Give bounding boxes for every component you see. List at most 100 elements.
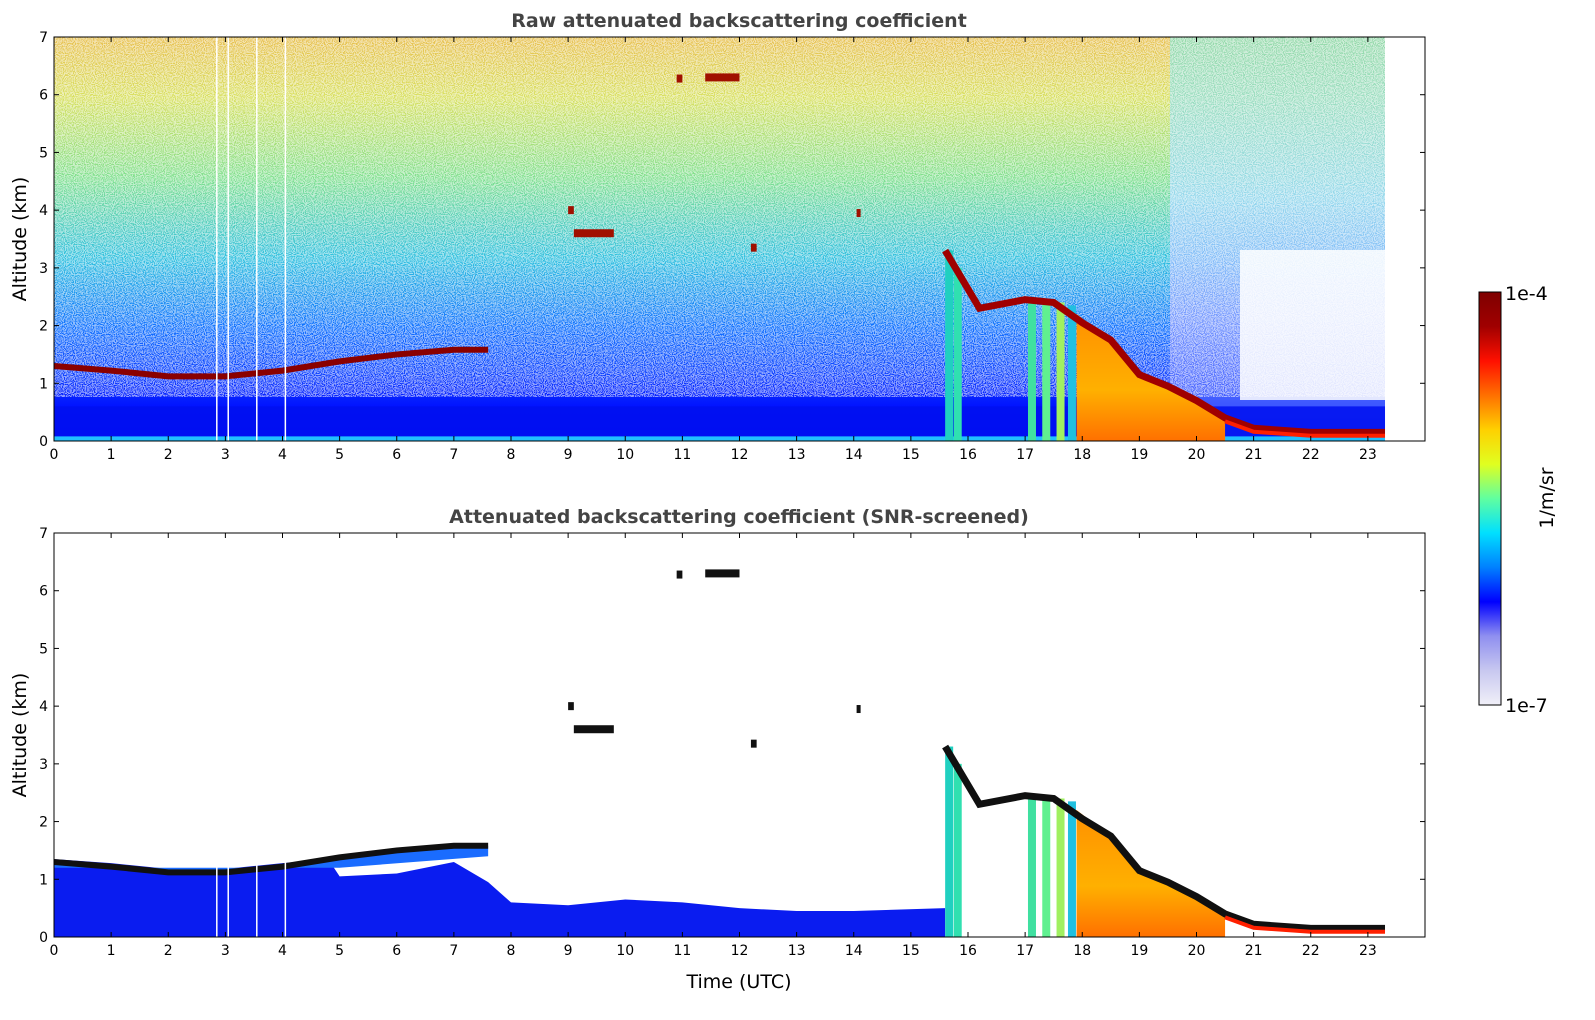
x-tick-label: 4: [278, 447, 287, 463]
x-tick-label: 14: [845, 447, 863, 463]
precipitation-streak: [1027, 302, 1036, 441]
cloud-base-line: [942, 248, 1386, 436]
y-tick-label: 6: [39, 88, 48, 104]
x-tick-label: 11: [673, 943, 691, 959]
elevated-aerosol-layer: [750, 243, 757, 252]
elevated-aerosol-layer: [676, 570, 683, 579]
precipitation-streak: [1042, 302, 1051, 441]
y-tick-label: 3: [39, 757, 48, 773]
x-tick-label: 5: [335, 447, 344, 463]
x-tick-label: 16: [959, 447, 977, 463]
colorbar-max-label: 1e-4: [1505, 283, 1548, 305]
bottom-y-axis-label: Altitude (km): [9, 673, 31, 798]
x-tick-label: 21: [1245, 943, 1263, 959]
x-tick-label: 9: [564, 447, 573, 463]
x-tick-label: 16: [959, 943, 977, 959]
precipitation-streak: [1027, 798, 1036, 937]
low-cloud-layer: [1224, 419, 1386, 438]
elevated-aerosol-layer: [705, 73, 740, 82]
elevated-aerosol-layer: [676, 74, 683, 83]
x-tick-label: 4: [278, 943, 287, 959]
boundary-layer-top: [54, 842, 489, 876]
x-tick-label: 12: [731, 447, 749, 463]
precipitation-streak: [1067, 305, 1076, 441]
low-cloud-layer: [1224, 915, 1386, 934]
x-tick-label: 7: [449, 447, 458, 463]
boundary-layer-top: [54, 346, 489, 380]
x-tick-label: 3: [221, 943, 230, 959]
x-tick-label: 8: [507, 943, 516, 959]
x-tick-label: 10: [616, 943, 634, 959]
x-tick-label: 22: [1302, 943, 1320, 959]
x-tick-label: 3: [221, 447, 230, 463]
x-tick-label: 8: [507, 447, 516, 463]
colorbar-fill: [1478, 291, 1502, 706]
x-tick-label: 1: [107, 447, 116, 463]
x-tick-label: 2: [164, 447, 173, 463]
snr-screened-panel: Attenuated backscattering coefficient (S…: [9, 506, 1426, 993]
x-tick-label: 13: [788, 943, 806, 959]
x-tick-label: 23: [1359, 447, 1377, 463]
y-tick-label: 7: [39, 526, 48, 542]
elevated-aerosol-layer: [856, 209, 861, 218]
x-tick-label: 7: [449, 943, 458, 959]
x-tick-label: 13: [788, 447, 806, 463]
precipitation-streak: [953, 763, 962, 937]
raw-backscatter-panel: Raw attenuated backscattering coefficien…: [9, 10, 1426, 463]
x-tick-label: 11: [673, 447, 691, 463]
x-tick-label: 1: [107, 943, 116, 959]
y-tick-label: 6: [39, 584, 48, 600]
x-tick-label: 20: [1188, 943, 1206, 959]
y-tick-label: 1: [39, 376, 48, 392]
y-tick-label: 0: [39, 434, 48, 450]
top-noise-speckle: [54, 37, 1385, 397]
x-tick-label: 15: [902, 447, 920, 463]
y-tick-label: 2: [39, 815, 48, 831]
x-tick-label: 9: [564, 943, 573, 959]
precipitation-streak: [945, 250, 954, 441]
colorbar: 1e-4 1e-7 1/m/sr: [1478, 283, 1558, 717]
precipitation-streak: [1067, 801, 1076, 937]
y-tick-label: 7: [39, 30, 48, 46]
x-tick-label: 14: [845, 943, 863, 959]
precipitation-streak: [1056, 302, 1065, 441]
x-tick-label: 12: [731, 943, 749, 959]
x-tick-label: 23: [1359, 943, 1377, 959]
x-tick-label: 19: [1130, 447, 1148, 463]
x-tick-label: 22: [1302, 447, 1320, 463]
x-tick-label: 10: [616, 447, 634, 463]
elevated-aerosol-layer: [573, 229, 614, 238]
x-tick-label: 0: [50, 943, 59, 959]
elevated-aerosol-layer: [568, 206, 574, 215]
y-tick-label: 5: [39, 145, 48, 161]
x-tick-label: 5: [335, 943, 344, 959]
y-tick-label: 4: [39, 203, 48, 219]
y-tick-label: 2: [39, 319, 48, 335]
x-tick-label: 17: [1016, 943, 1034, 959]
x-tick-label: 20: [1188, 447, 1206, 463]
x-tick-label: 15: [902, 943, 920, 959]
x-tick-label: 19: [1130, 943, 1148, 959]
y-tick-label: 1: [39, 872, 48, 888]
y-tick-label: 5: [39, 641, 48, 657]
elevated-aerosol-layer: [750, 739, 757, 748]
y-tick-label: 0: [39, 930, 48, 946]
x-tick-label: 18: [1073, 447, 1091, 463]
y-tick-label: 3: [39, 261, 48, 277]
x-tick-label: 17: [1016, 447, 1034, 463]
elevated-aerosol-layer: [573, 725, 614, 734]
x-tick-label: 6: [392, 447, 401, 463]
x-tick-label: 21: [1245, 447, 1263, 463]
bottom-x-axis-label: Time (UTC): [685, 971, 791, 993]
x-tick-label: 2: [164, 943, 173, 959]
x-tick-label: 6: [392, 943, 401, 959]
x-tick-label: 0: [50, 447, 59, 463]
surface-signal: [54, 436, 1386, 441]
elevated-aerosol-layer: [705, 569, 740, 578]
bottom-panel-title: Attenuated backscattering coefficient (S…: [449, 506, 1029, 528]
precipitation-streak: [1042, 798, 1051, 937]
elevated-aerosol-layer: [856, 705, 861, 714]
top-y-axis-label: Altitude (km): [9, 177, 31, 302]
x-tick-label: 18: [1073, 943, 1091, 959]
